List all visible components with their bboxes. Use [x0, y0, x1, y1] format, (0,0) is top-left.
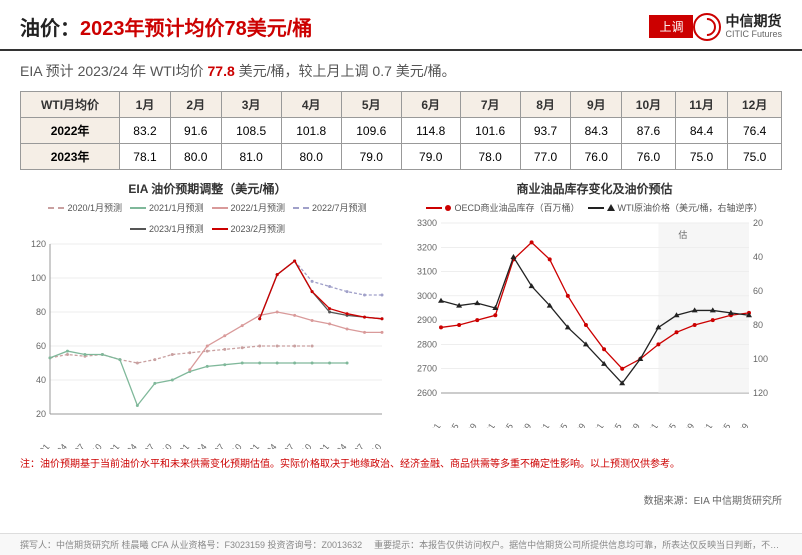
- chart-left-svg: 204060801001202019/012019/042019/072019/…: [20, 239, 390, 449]
- svg-text:80: 80: [753, 320, 763, 330]
- svg-text:201901: 201901: [417, 421, 442, 428]
- svg-text:40: 40: [753, 252, 763, 262]
- svg-text:估: 估: [678, 229, 687, 240]
- subtitle-value: 77.8: [208, 63, 235, 79]
- subtitle-prefix: EIA 预计 2023/24 年 WTI均价: [20, 63, 208, 79]
- chart-right-svg: 2600 2700 2800 2900 3000 3100 3200 3300 20 40 60 80…: [407, 218, 777, 428]
- legend-item: 2022/7月预测: [293, 201, 367, 214]
- svg-text:2800: 2800: [417, 339, 437, 349]
- price-table: WTI月均价1月2月3月4月5月6月7月8月9月10月11月12月2022年83…: [0, 91, 802, 170]
- chart-left-title: EIA 油价预期调整（美元/桶）: [20, 180, 395, 197]
- svg-text:2019/01: 2019/01: [23, 442, 52, 449]
- subtitle: EIA 预计 2023/24 年 WTI均价 77.8 美元/桶，较上月上调 0…: [0, 51, 802, 91]
- svg-text:2900: 2900: [417, 315, 437, 325]
- legend-item: 2023/1月预测: [130, 222, 204, 235]
- legend-item: 2020/1月预测: [48, 201, 122, 214]
- chart-right-legend: OECD商业油品库存（百万桶） WTI原油价格（美元/桶，右轴逆序）: [407, 201, 782, 214]
- footer: 撰写人：中信期货研究所 桂晨曦 CFA 从业资格号：F3023159 投资咨询号…: [0, 533, 802, 555]
- chart-left: EIA 油价预期调整（美元/桶） 2020/1月预测 2021/1月预测 2022/…: [20, 180, 395, 449]
- subtitle-suffix: 美元/桶，较上月上调 0.7 美元/桶。: [235, 63, 456, 79]
- svg-text:2700: 2700: [417, 364, 437, 374]
- svg-text:120: 120: [31, 239, 46, 249]
- svg-text:2600: 2600: [417, 388, 437, 398]
- brand-name-en: CITIC Futures: [725, 29, 782, 39]
- chart-right: 商业油品库存变化及油价预估 OECD商业油品库存（百万桶） WTI原油价格（美元/…: [407, 180, 782, 449]
- chart-right-title: 商业油品库存变化及油价预估: [407, 180, 782, 197]
- logo-icon: [693, 13, 721, 41]
- svg-text:40: 40: [36, 375, 46, 385]
- brand-logo: 中信期货 CITIC Futures: [693, 13, 782, 41]
- header: 油价：2023年预计均价78美元/桶 上调 中信期货 CITIC Futures: [0, 0, 802, 51]
- svg-text:3000: 3000: [417, 291, 437, 301]
- footer-disclaimer: 重要提示：本报告仅供访问权户。据信中信期货公司所提供信息均可靠，所表达仅反映当日…: [374, 538, 782, 551]
- legend-item: WTI原油价格（美元/桶，右轴逆序）: [588, 201, 763, 214]
- svg-text:20: 20: [753, 218, 763, 228]
- legend-item: 2022/1月预测: [212, 201, 286, 214]
- adjustment-badge: 上调: [649, 15, 693, 38]
- svg-text:80: 80: [36, 307, 46, 317]
- svg-text:3100: 3100: [417, 267, 437, 277]
- footnote: 注：油价预期基于当前油价水平和未来供需变化预期估值。实际价格取决于地缘政治、经济…: [0, 449, 802, 476]
- footer-author: 撰写人：中信期货研究所 桂晨曦 CFA 从业资格号：F3023159 投资咨询号…: [20, 538, 362, 551]
- svg-text:120: 120: [753, 388, 768, 398]
- title-main: 2023年预计均价78美元/桶: [80, 18, 312, 40]
- legend-item: 2023/2月预测: [212, 222, 286, 235]
- svg-text:60: 60: [753, 286, 763, 296]
- svg-text:20: 20: [36, 409, 46, 419]
- brand-name: 中信期货: [725, 14, 782, 29]
- legend-item: 2021/1月预测: [130, 201, 204, 214]
- title-prefix: 油价：: [20, 18, 80, 40]
- svg-text:3200: 3200: [417, 242, 437, 252]
- svg-text:3300: 3300: [417, 218, 437, 228]
- legend-item: OECD商业油品库存（百万桶）: [426, 201, 579, 214]
- svg-text:100: 100: [31, 273, 46, 283]
- svg-text:100: 100: [753, 354, 768, 364]
- chart-left-legend: 2020/1月预测 2021/1月预测 2022/1月预测 2022/7月预测 2023…: [20, 201, 395, 235]
- data-source: 数据来源：EIA 中信期货研究所: [644, 492, 782, 507]
- svg-text:60: 60: [36, 341, 46, 351]
